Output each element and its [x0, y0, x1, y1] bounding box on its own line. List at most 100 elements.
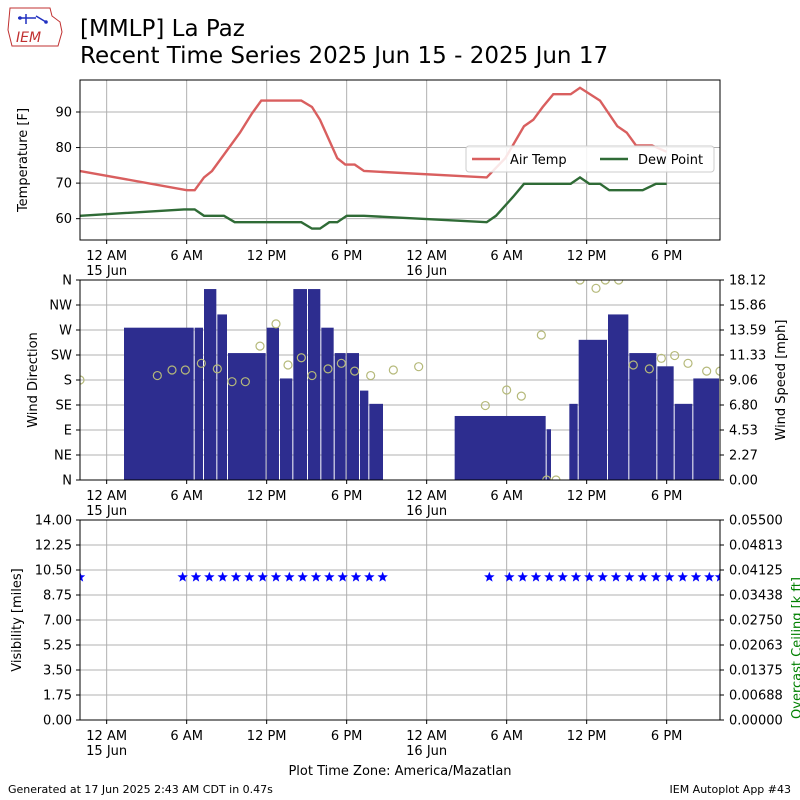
timezone-label: Plot Time Zone: America/Mazatlan	[288, 764, 512, 779]
wind-speed-bar	[228, 353, 266, 480]
temp-xtick-label: 12 AM	[86, 249, 127, 264]
wind-speed-bar	[546, 429, 551, 480]
wind-direction-marker	[296, 353, 306, 363]
wind-direction-marker	[180, 365, 190, 375]
temp-xtick-label: 16 Jun	[406, 264, 447, 279]
wind-speed-bar	[280, 378, 293, 480]
temp-xtick-label: 12 PM	[567, 249, 607, 264]
wind-direction-marker	[196, 358, 206, 368]
visibility-marker	[664, 571, 675, 582]
wind-direction-marker	[212, 364, 222, 374]
wind-direction-tick-label: SE	[56, 399, 72, 414]
vis-ytick-label: 14.00	[35, 514, 72, 529]
ceiling-ytick-label: 0.05500	[729, 514, 783, 529]
wind-direction-marker	[336, 358, 346, 368]
wind-direction-marker	[600, 280, 610, 285]
vis-ytick-label: 3.50	[43, 664, 72, 679]
visibility-marker	[650, 571, 662, 582]
wind-speed-bar	[693, 378, 719, 480]
temp-xtick-label: 6 AM	[170, 249, 203, 264]
visibility-marker	[377, 571, 388, 582]
vis-xtick-label: 15 Jun	[86, 744, 127, 759]
vis-ytick-label: 5.25	[43, 639, 72, 654]
ceiling-ytick-label: 0.00688	[729, 689, 783, 704]
visibility-marker	[597, 571, 608, 582]
wind-speed-bar	[369, 403, 383, 480]
wind-direction-tick-label: N	[62, 474, 72, 489]
wind-direction-marker	[628, 360, 638, 370]
vis-ytick-label: 0.00	[43, 714, 72, 729]
title-block: [MMLP] La Paz Recent Time Series 2025 Ju…	[80, 16, 608, 70]
vis-frame	[79, 519, 721, 721]
vis-ytick-label: 1.75	[43, 689, 72, 704]
ceiling-ytick-label: 0.04813	[729, 539, 783, 554]
visibility-marker	[624, 571, 635, 582]
wind-speed-bar	[321, 327, 334, 480]
visibility-marker	[484, 571, 495, 582]
wind-direction-marker	[240, 377, 250, 387]
visibility-label: Visibility [miles]	[10, 568, 25, 671]
legend-label: Air Temp	[510, 153, 567, 168]
wind-direction-marker	[551, 475, 561, 480]
wind-xtick-label: 15 Jun	[86, 504, 127, 519]
wind-direction-marker	[167, 365, 177, 375]
wind-xtick-label: 6 AM	[170, 489, 203, 504]
wind-xtick-label: 16 Jun	[406, 504, 447, 519]
visibility-marker	[364, 571, 375, 582]
visibility-marker	[584, 571, 595, 582]
vis-ytick-label: 8.75	[43, 589, 72, 604]
wind-direction-tick-label: SW	[51, 349, 72, 364]
generated-note: Generated at 17 Jun 2025 2:43 AM CDT in …	[8, 783, 273, 796]
wind-speed-bar	[194, 327, 203, 480]
visibility-marker	[704, 571, 715, 582]
wind-direction-tick-label: W	[59, 324, 72, 339]
page-title: [MMLP] La Paz	[80, 16, 245, 42]
wind-direction-marker	[227, 377, 237, 387]
wind-xtick-label: 12 AM	[406, 489, 447, 504]
wind-speed-bar	[569, 403, 578, 480]
visibility-marker	[517, 571, 528, 582]
wind-speed-tick-label: 13.59	[729, 324, 766, 339]
ceiling-ytick-label: 0.03438	[729, 589, 783, 604]
wind-direction-tick-label: NW	[49, 299, 72, 314]
wind-direction-marker	[670, 350, 680, 361]
visibility-marker	[610, 571, 622, 582]
visibility-marker	[637, 571, 648, 582]
wind-direction-marker	[152, 370, 162, 381]
temp-legend-box	[465, 145, 715, 173]
wind-speed-bar	[629, 353, 657, 480]
visibility-marker	[80, 571, 86, 582]
temp-xtick-label: 12 AM	[406, 249, 447, 264]
visibility-marker	[504, 571, 515, 582]
temp-xtick-label: 6 PM	[331, 249, 362, 264]
wind-direction-marker	[542, 475, 552, 480]
wind-speed-bar	[293, 289, 307, 480]
ceiling-ytick-label: 0.01375	[729, 664, 783, 679]
visibility-marker	[557, 571, 568, 582]
vis-ytick-label: 12.25	[35, 539, 72, 554]
wind-speed-bar	[204, 289, 217, 480]
visibility-marker	[310, 571, 322, 582]
wind-speed-bar	[217, 314, 227, 480]
wind-direction-marker	[644, 364, 654, 374]
wind-xtick-label: 12 PM	[567, 489, 607, 504]
visibility-marker	[257, 571, 268, 582]
wind-speed-bar	[674, 403, 693, 480]
visibility-marker	[690, 571, 702, 582]
temp-ytick-label: 90	[55, 106, 72, 121]
ceiling-label: Overcast Ceiling [k ft]	[790, 577, 800, 719]
wind-direction-marker	[614, 280, 624, 285]
wind-direction-tick-label: E	[64, 424, 72, 439]
visibility-marker	[337, 571, 348, 582]
wind-direction-marker	[502, 385, 512, 395]
vis-xtick-label: 6 PM	[651, 729, 682, 744]
wind-direction-tick-label: NE	[54, 449, 72, 464]
wind-speed-tick-label: 18.12	[729, 274, 766, 289]
visibility-marker	[270, 571, 282, 582]
ceiling-ytick-label: 0.02063	[729, 639, 783, 654]
wind-direction-marker	[715, 366, 720, 376]
wind-direction-marker	[414, 362, 424, 372]
visibility-marker	[284, 571, 295, 582]
wind-direction-marker	[307, 370, 317, 381]
